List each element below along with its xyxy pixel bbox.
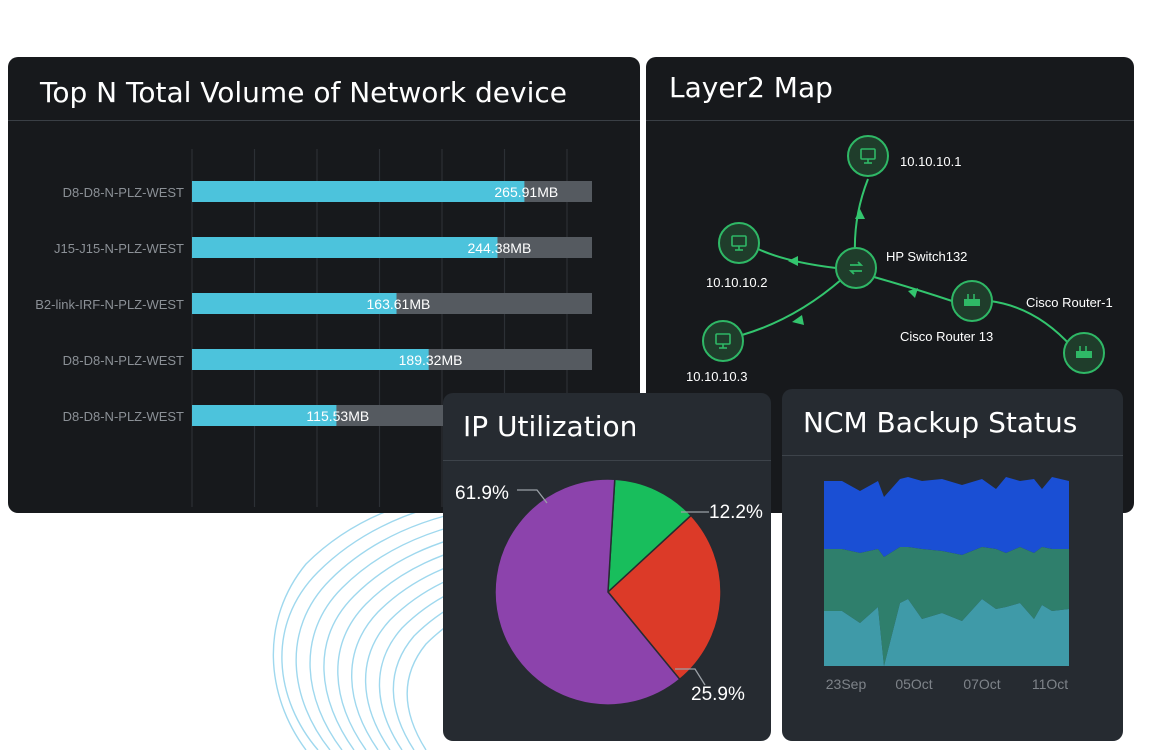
link-switch-n3 [741, 278, 843, 336]
panel-title: IP Utilization [463, 410, 638, 443]
arrow-to-n3 [792, 315, 804, 325]
bar-category-label: J15-J15-N-PLZ-WEST [54, 241, 184, 256]
bar-value-label: 115.53MB [306, 408, 369, 424]
bar-value-label: 265.91MB [494, 184, 558, 200]
arrow-to-n2 [788, 256, 798, 266]
pie-slice[interactable] [607, 478, 693, 594]
monitor-icon [731, 235, 747, 251]
x-axis-date-label: 05Oct [895, 676, 932, 692]
node-r13[interactable] [951, 280, 993, 322]
monitor-icon [715, 333, 731, 349]
pie-slice[interactable] [606, 514, 722, 681]
panel-divider [646, 120, 1134, 121]
arrow-from-r13 [908, 288, 918, 298]
panel-title: Layer2 Map [669, 71, 833, 104]
bar-category-label: D8-D8-N-PLZ-WEST [63, 409, 184, 424]
area-series-bottom [824, 599, 1069, 666]
bar-category-label: B2-link-IRF-N-PLZ-WEST [35, 297, 184, 312]
node-label-r1: Cisco Router-1 [1026, 295, 1113, 310]
bar-value-label: 163.61MB [367, 296, 431, 312]
panel-title: Top N Total Volume of Network device [40, 76, 567, 109]
node-label-switch: HP Switch132 [886, 249, 967, 264]
area-series-top [824, 477, 1069, 557]
node-n2[interactable] [718, 222, 760, 264]
node-label-n2: 10.10.10.2 [706, 275, 767, 290]
monitor-icon [860, 148, 876, 164]
top-n-bar-chart: D8-D8-N-PLZ-WEST 265.91MB J15-J15-N-PLZ-WE… [35, 149, 592, 507]
ncm-backup-area-chart: 23Sep 05Oct 07Oct 11Oct [824, 477, 1069, 692]
bar[interactable] [192, 349, 429, 370]
bar[interactable] [192, 181, 525, 202]
area-series-middle [824, 547, 1069, 666]
ip-utilization-panel: IP Utilization 12.2% 25.9% 61.9% [443, 393, 771, 741]
switch-icon [848, 261, 864, 275]
x-axis-date-label: 11Oct [1032, 676, 1068, 692]
pie-slice[interactable] [494, 478, 681, 706]
bar-value-label: 244.38MB [467, 240, 531, 256]
link-r13-switch [873, 276, 953, 302]
ip-utilization-pie-chart: 12.2% 25.9% 61.9% [455, 478, 763, 706]
node-r1[interactable] [1063, 332, 1105, 374]
layer2-topology-map: 10.10.10.1 10.10.10.2 10.10.10.3 HP Swit… [686, 135, 1113, 384]
bar[interactable] [192, 405, 337, 426]
node-label-r13: Cisco Router 13 [900, 329, 993, 344]
pie-leader-line [675, 668, 706, 686]
router-icon [1076, 346, 1092, 358]
node-sw[interactable] [835, 247, 877, 289]
bar[interactable] [192, 293, 397, 314]
arrow-to-n1 [855, 209, 865, 219]
bar[interactable] [192, 237, 498, 258]
router-icon [964, 294, 980, 306]
pie-value-label: 25.9% [691, 684, 745, 705]
pie-value-label: 12.2% [709, 502, 763, 523]
node-label-n3: 10.10.10.3 [686, 369, 747, 384]
node-n1[interactable] [847, 135, 889, 177]
pie-value-label: 61.9% [455, 483, 509, 504]
ncm-backup-status-panel: NCM Backup Status 23Sep 05Oct 07Oct 11Oct [782, 389, 1123, 741]
bar-category-label: D8-D8-N-PLZ-WEST [63, 353, 184, 368]
panel-divider [443, 460, 771, 461]
x-axis-date-label: 23Sep [826, 676, 867, 692]
node-label-n1: 10.10.10.1 [900, 154, 961, 169]
panel-divider [782, 455, 1123, 456]
pie-leader-line [517, 489, 548, 504]
x-axis-date-label: 07Oct [963, 676, 1000, 692]
link-r1-r13 [989, 300, 1073, 348]
bar-value-label: 189.32MB [399, 352, 463, 368]
node-n3[interactable] [702, 320, 744, 362]
decorative-contour-pattern [272, 500, 510, 750]
panel-divider [8, 120, 640, 121]
bar-category-label: D8-D8-N-PLZ-WEST [63, 185, 184, 200]
panel-title: NCM Backup Status [803, 406, 1078, 439]
